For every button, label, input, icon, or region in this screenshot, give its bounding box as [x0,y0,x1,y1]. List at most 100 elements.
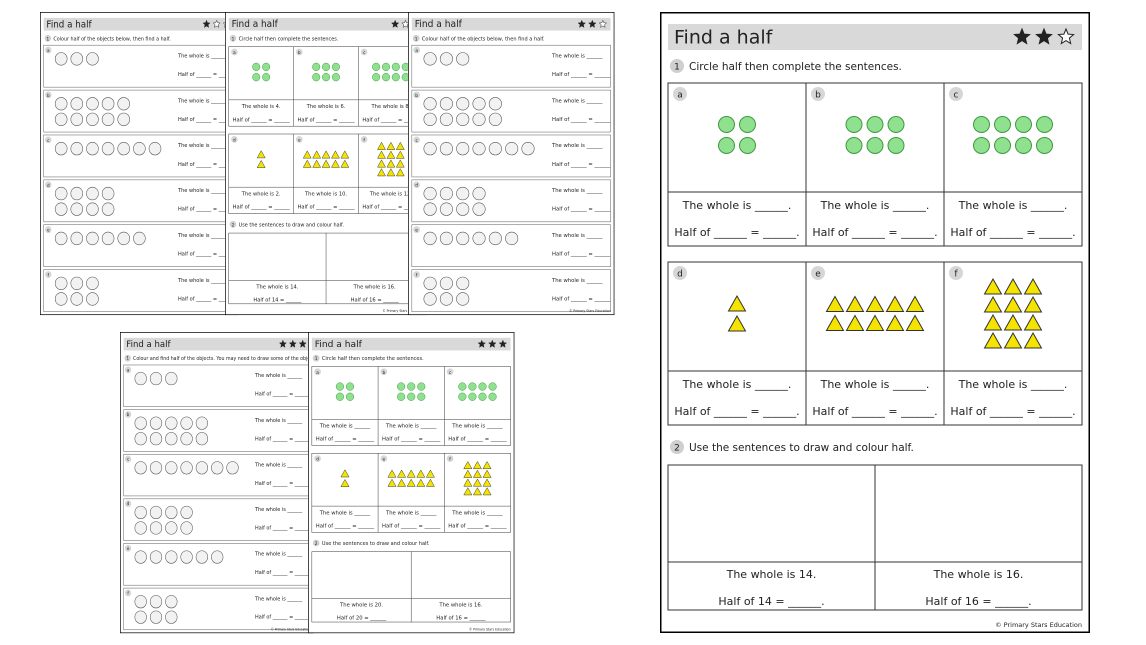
counter-triangle [885,314,905,331]
question-badge [124,354,131,362]
object-icon [165,461,178,475]
object-icon [423,112,437,126]
cell-label: e [383,458,386,463]
object-icon [439,97,453,111]
half-sentence: Half of ______ = ______ [552,117,611,123]
half-sentence: Half of ______ = ______ [316,523,375,529]
counter-circle [381,62,390,72]
cell-label-badge [295,135,303,143]
whole-sentence: The whole is 16. [438,603,482,609]
counter-triangle [302,159,312,168]
counter-circle [1036,137,1053,154]
question-instruction: Circle half then complete the sentences. [322,356,424,362]
counter-triangle [406,478,416,487]
counter-triangle [331,159,340,168]
cell-label-badge [124,500,132,508]
counter-triangle [905,295,925,312]
object-icon [86,292,99,306]
half-sentence: Half of ______ = ______. [674,226,799,239]
object-icon [54,186,68,201]
cell-label-badge [380,455,388,462]
object-icon [86,142,99,156]
counter-triangle [395,141,405,150]
cell-label-badge [413,91,420,99]
whole-sentence: The whole is 4. [241,104,281,110]
half-sentence: Half of ______ = ______ [255,570,310,576]
object-icon [134,505,147,520]
counter-triangle [727,294,747,312]
object-icon [439,276,453,290]
whole-sentence: The whole is ______ [254,507,303,513]
object-icon [472,202,486,216]
difficulty-star [288,339,297,348]
counter-triangle [416,478,426,487]
cell-label: b [298,50,301,56]
cell-label: f [416,273,418,279]
counter-triangle [397,478,407,487]
sheet-title: Find a half [126,340,171,350]
counter-triangle [395,150,405,159]
cell-label-badge [231,48,238,56]
object-icon [165,595,178,609]
cell-label-badge [231,135,238,143]
object-icon [423,142,437,156]
cell-label: e [127,546,130,551]
cell-label: c [449,371,452,376]
object-icon [101,186,115,201]
sheet-title: Find a half [46,20,92,30]
object-icon [101,231,115,246]
cell-label: f [127,590,129,595]
half-sentence: Half of 20 = ______ [337,616,387,622]
object-icon [472,112,486,126]
copyright-footer: © Primary Stars Education [271,627,310,631]
counter-triangle [1003,277,1023,295]
counter-triangle [340,469,350,478]
whole-sentence: The whole is ______ [177,53,227,59]
counter-triangle [340,150,350,159]
cell-label-badge [811,87,825,101]
whole-sentence: The whole is ______ [551,188,603,194]
copyright-footer: © Primary Stars Education [469,627,511,631]
whole-sentence: The whole is ______ [254,596,303,602]
whole-sentence: The whole is ______ [385,510,437,516]
header-bar [123,337,310,351]
object-icon [86,186,99,201]
cell-label: a [47,49,50,54]
counter-circle [887,137,905,154]
half-sentence: Half of ______ = ______ [178,162,234,168]
object-icon [165,550,178,564]
question-grid-row [311,453,511,533]
counter-triangle [321,159,331,168]
half-sentence: Half of ______ = ______ [448,437,507,443]
half-sentence: Half of 16 = ______ [436,616,486,622]
half-sentence: Half of 16 = ______. [925,595,1031,608]
object-icon [456,97,470,111]
copyright-footer: © Primary Stars Education [569,309,610,313]
cell-label: a [316,371,319,376]
counter-circle [252,73,261,82]
cell-label: e [415,229,418,234]
cell-label: e [47,229,50,234]
counter-triangle [983,313,1003,331]
question-badge [312,539,320,547]
whole-sentence: The whole is ______ [319,510,371,516]
counter-circle [478,392,487,401]
counter-circle [335,382,345,391]
object-icon [423,186,437,201]
counter-triangle [1023,331,1043,349]
cell-label-badge [45,46,52,54]
object-icon [423,231,437,246]
half-sentence: Half of ______ = ______ [298,117,355,123]
object-row [411,89,611,133]
cell-label-badge [45,181,52,189]
question-instruction: Circle half then complete the sentences. [239,36,339,42]
counter-triangle [302,150,312,159]
object-icon [70,97,84,111]
object-icon [54,276,68,290]
object-icon [423,202,437,216]
header-bar [311,337,511,351]
cell-label-badge [949,266,963,280]
half-sentence: Half of 14 = ______ [253,297,301,303]
difficulty-star [477,339,487,348]
object-icon [86,202,99,216]
